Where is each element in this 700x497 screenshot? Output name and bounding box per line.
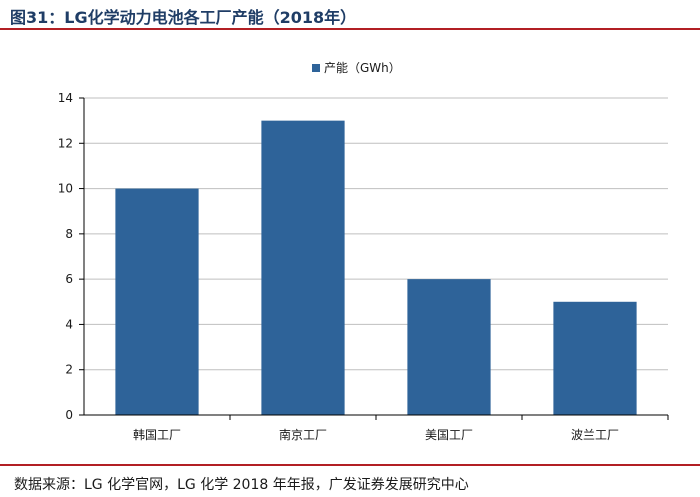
x-category-label: 南京工厂 — [279, 427, 327, 442]
axes — [83, 98, 669, 420]
x-category-label: 美国工厂 — [425, 428, 473, 442]
x-category-label: 波兰工厂 — [571, 428, 619, 442]
y-tick-label: 4 — [65, 317, 73, 331]
bar-2 — [261, 120, 345, 416]
y-tick-label: 14 — [58, 91, 73, 105]
bar-1 — [115, 188, 199, 415]
source-note: 数据来源：LG 化学官网，LG 化学 2018 年年报，广发证券发展研究中心 — [14, 477, 469, 493]
legend-swatch — [312, 64, 320, 72]
bar-4 — [553, 301, 637, 415]
bars — [115, 120, 637, 416]
figure-title: 图31：LG化学动力电池各工厂产能（2018年） — [10, 8, 357, 27]
y-tick-labels: 0 2 4 6 8 10 12 14 — [58, 91, 73, 422]
title-divider — [0, 28, 700, 30]
y-tick-label: 0 — [65, 408, 73, 422]
y-tick-label: 6 — [65, 272, 73, 286]
x-category-label: 韩国工厂 — [133, 427, 181, 442]
y-tick-label: 8 — [65, 227, 73, 241]
y-tick-label: 2 — [65, 363, 73, 377]
legend-label: 产能（GWh） — [324, 61, 401, 75]
legend: 产能（GWh） — [312, 61, 401, 75]
x-category-labels: 韩国工厂 南京工厂 美国工厂 波兰工厂 — [133, 427, 619, 442]
bar-3 — [407, 279, 491, 415]
y-tick-label: 10 — [58, 182, 73, 196]
source-divider — [0, 464, 700, 466]
y-tick-label: 12 — [58, 136, 73, 150]
